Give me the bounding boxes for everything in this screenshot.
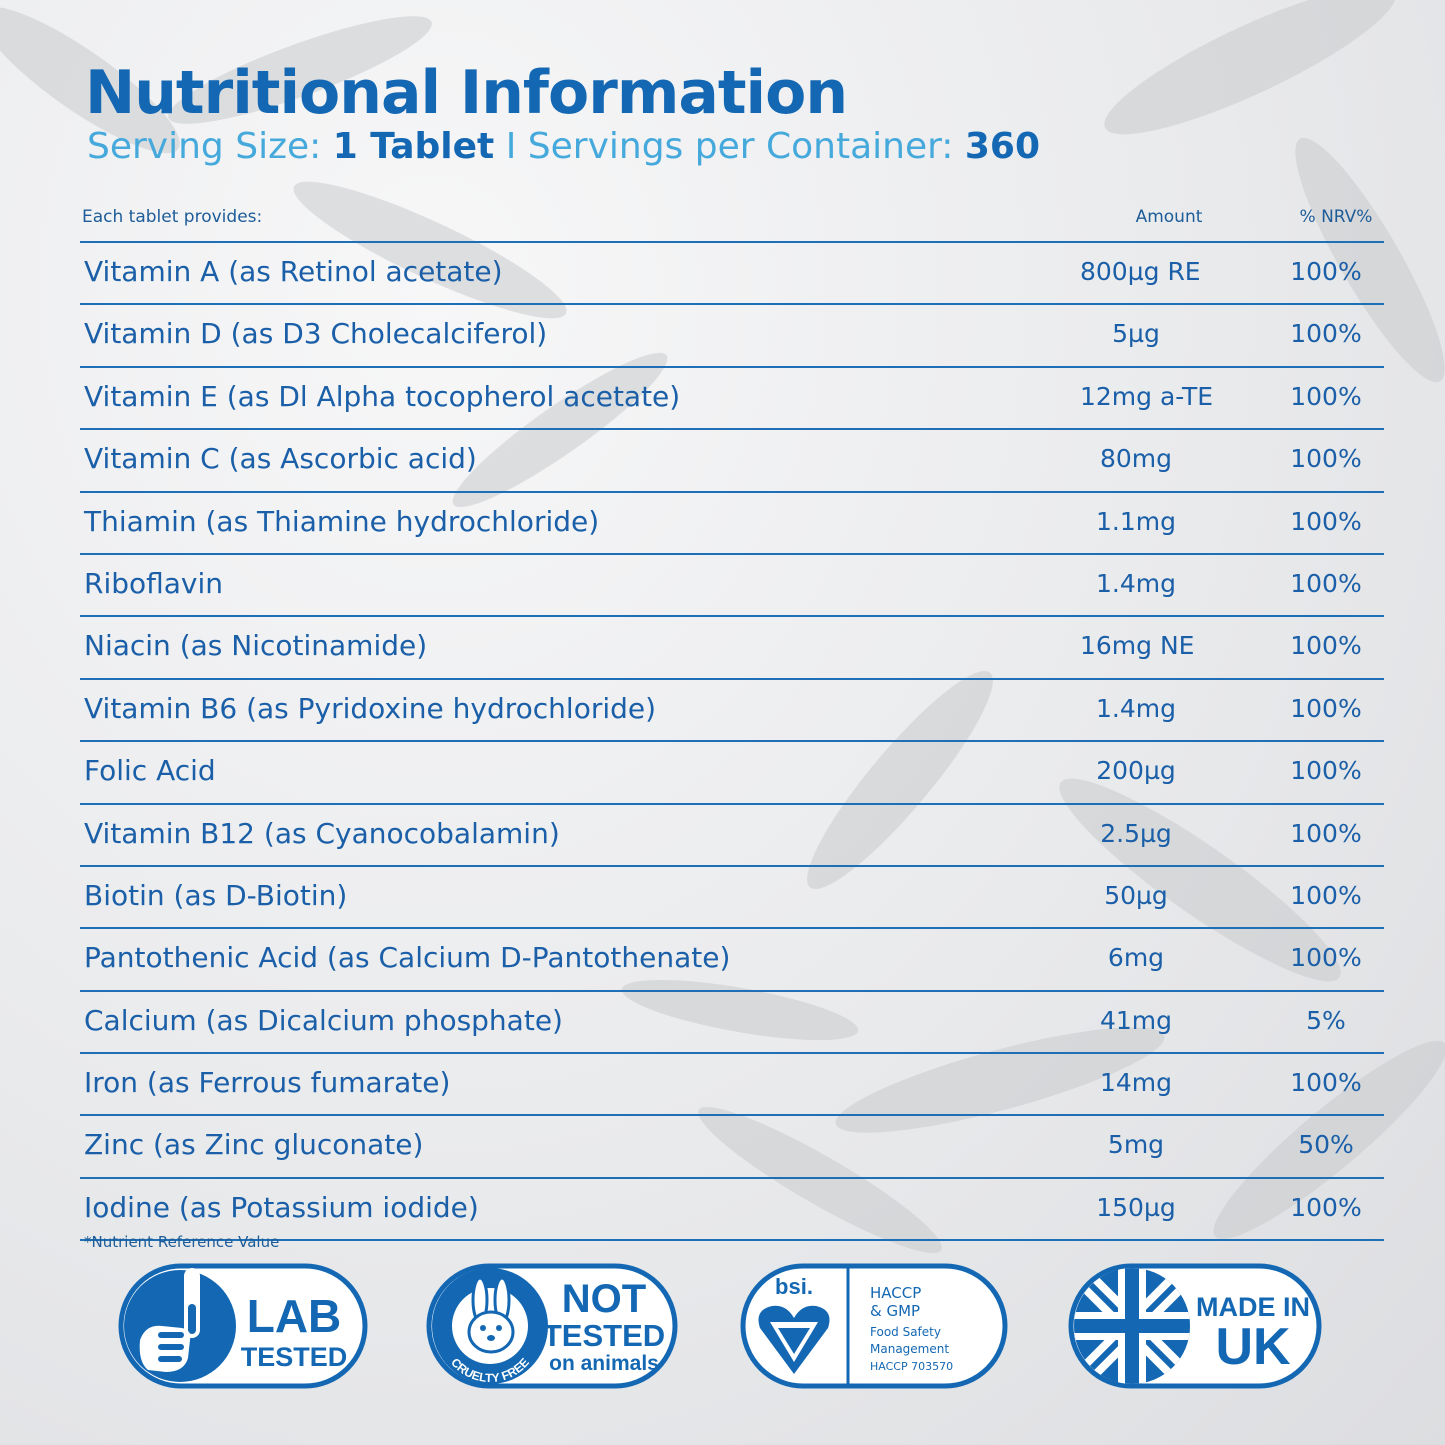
nutrient-amount: 80mg: [1099, 444, 1173, 474]
nutrient-nrv: 100%: [1290, 943, 1362, 973]
table-row: Thiamin (as Thiamine hydrochloride) 1.1mg…: [80, 493, 1384, 555]
nutrition-table: Each tablet provides: Amount % NRV% Vita…: [80, 205, 1384, 1242]
nutrient-name: Zinc (as Zinc gluconate): [84, 1128, 424, 1162]
header-amount: Amount: [1135, 207, 1203, 227]
nutrient-amount: 150µg: [1096, 1192, 1176, 1222]
made-in-uk-badge: MADE IN UK: [1068, 1262, 1322, 1390]
nutrient-name: Vitamin B12 (as Cyanocobalamin): [84, 816, 560, 850]
nutrient-amount: 1.1mg: [1096, 506, 1176, 536]
table-row: Iodine (as Potassium iodide) 150µg 100%: [80, 1179, 1384, 1242]
nutrient-name: Vitamin E (as Dl Alpha tocopherol acetat…: [84, 379, 681, 413]
uk-label: UK: [1215, 1318, 1291, 1376]
nutrient-name: Calcium (as Dicalcium phosphate): [84, 1003, 563, 1037]
nutrient-name: Pantothenic Acid (as Calcium D-Pantothen…: [84, 941, 731, 975]
table-row: Vitamin C (as Ascorbic acid) 80mg 100%: [80, 430, 1384, 493]
nutrient-nrv: 100%: [1290, 568, 1362, 598]
servings-per-container-value: 360: [964, 126, 1041, 167]
lab-tested-badge: LAB TESTED: [118, 1262, 368, 1390]
table-row: Vitamin E (as Dl Alpha tocopherol acetat…: [80, 368, 1384, 431]
nutrient-nrv: 5%: [1306, 1005, 1346, 1035]
hand-test-tube-icon: [139, 1268, 200, 1372]
serving-separator: I: [505, 126, 517, 167]
nutrient-amount: 41mg: [1099, 1005, 1173, 1035]
nutrient-amount: 200µg: [1096, 756, 1176, 786]
nutrient-nrv: 100%: [1290, 1192, 1362, 1222]
nutrient-nrv: 100%: [1290, 693, 1362, 723]
nutrient-name: Riboflavin: [84, 566, 224, 600]
lab-label: LAB: [247, 1290, 342, 1342]
table-row: Biotin (as D-Biotin) 50µg 100%: [80, 867, 1384, 930]
serving-size-label: Serving Size:: [87, 126, 322, 167]
nutrient-amount: 800µg RE: [1080, 257, 1201, 286]
nutrient-amount: 16mg NE: [1080, 631, 1195, 661]
nutrient-amount: 1.4mg: [1096, 568, 1176, 598]
haccp-line-5: HACCP 703570: [870, 1360, 953, 1373]
nutrient-nrv: 100%: [1290, 631, 1362, 661]
table-row: Zinc (as Zinc gluconate) 5mg 50%: [80, 1116, 1384, 1179]
nutrient-amount: 50µg: [1104, 880, 1168, 910]
header-nutrient: Each tablet provides:: [82, 207, 263, 227]
servings-per-container-label: Servings per Container:: [527, 126, 954, 167]
table-row: Vitamin A (as Retinol acetate) 800µg RE 10…: [80, 243, 1384, 306]
tested-label-2: TESTED: [543, 1318, 665, 1353]
nutrient-amount: 6mg: [1107, 943, 1165, 973]
nutrient-name: Vitamin B6 (as Pyridoxine hydrochloride): [84, 691, 657, 725]
nutrient-nrv: 100%: [1290, 257, 1362, 286]
nutrient-name: Niacin (as Nicotinamide): [84, 629, 428, 663]
table-row: Calcium (as Dicalcium phosphate) 41mg 5%: [80, 992, 1384, 1055]
nutrient-nrv: 100%: [1290, 444, 1362, 474]
nutrient-name: Thiamin (as Thiamine hydrochloride): [84, 504, 600, 538]
tested-label: TESTED: [241, 1342, 348, 1372]
nutrient-nrv: 100%: [1290, 880, 1362, 910]
not-label: NOT: [562, 1277, 646, 1321]
nutrient-amount: 12mg a-TE: [1080, 381, 1214, 411]
nutrient-name: Vitamin C (as Ascorbic acid): [84, 442, 477, 476]
serving-size-value: 1 Tablet: [332, 126, 495, 167]
nutrient-amount: 5µg: [1112, 319, 1160, 349]
table-row: Folic Acid 200µg 100%: [80, 742, 1384, 805]
nutrient-nrv: 100%: [1290, 1068, 1362, 1098]
nutrient-nrv: 50%: [1298, 1130, 1354, 1160]
table-header: Each tablet provides: Amount % NRV%: [80, 205, 1384, 243]
nutrient-nrv: 100%: [1290, 506, 1362, 536]
header-nrv: % NRV%: [1299, 207, 1373, 227]
table-row: Vitamin D (as D3 Cholecalciferol) 5µg 100%: [80, 305, 1384, 368]
table-row: Iron (as Ferrous fumarate) 14mg 100%: [80, 1054, 1384, 1117]
bsi-heart-icon: [758, 1305, 830, 1374]
nutrient-amount: 1.4mg: [1096, 693, 1176, 723]
haccp-line-2: & GMP: [870, 1302, 920, 1320]
haccp-line-3: Food Safety: [870, 1325, 941, 1339]
made-in-label: MADE IN: [1196, 1292, 1310, 1322]
table-row: Pantothenic Acid (as Calcium D-Pantothen…: [80, 929, 1384, 992]
bsi-haccp-badge: bsi. HACCP & GMP Food Safety Management …: [740, 1262, 1008, 1390]
table-row: Vitamin B12 (as Cyanocobalamin) 2.5µg 100%: [80, 805, 1384, 867]
footnote: *Nutrient Reference Value: [84, 1233, 280, 1251]
haccp-line-4: Management: [870, 1342, 949, 1356]
on-animals-label: on animals: [549, 1352, 659, 1375]
nutrient-amount: 2.5µg: [1100, 818, 1172, 848]
nutrient-amount: 14mg: [1099, 1068, 1173, 1098]
nutrient-name: Biotin (as D-Biotin): [84, 878, 348, 912]
table-row: Niacin (as Nicotinamide) 16mg NE 100%: [80, 617, 1384, 680]
haccp-line-1: HACCP: [870, 1284, 921, 1302]
bsi-logo-text: bsi.: [775, 1274, 813, 1299]
nutrient-name: Vitamin A (as Retinol acetate): [84, 255, 503, 288]
nutrient-name: Vitamin D (as D3 Cholecalciferol): [84, 317, 548, 351]
table-row: Riboflavin 1.4mg 100%: [80, 555, 1384, 618]
not-tested-on-animals-badge: CRUELTY FREE NOT TESTED on animals: [426, 1262, 678, 1390]
table-row: Vitamin B6 (as Pyridoxine hydrochloride)…: [80, 680, 1384, 743]
nutrient-name: Folic Acid: [84, 754, 216, 788]
nutrient-name: Iron (as Ferrous fumarate): [84, 1066, 451, 1100]
nutrient-nrv: 100%: [1290, 381, 1362, 411]
rabbit-icon: [467, 1276, 515, 1354]
page-title: Nutritional Information: [85, 58, 848, 128]
nutrient-nrv: 100%: [1290, 319, 1362, 349]
nutrient-name: Iodine (as Potassium iodide): [84, 1190, 479, 1224]
nutrient-nrv: 100%: [1290, 818, 1362, 848]
nutrient-amount: 5mg: [1107, 1130, 1165, 1160]
serving-info: Serving Size: 1 Tablet I Servings per Co…: [87, 126, 1040, 167]
nutrient-nrv: 100%: [1290, 756, 1362, 786]
